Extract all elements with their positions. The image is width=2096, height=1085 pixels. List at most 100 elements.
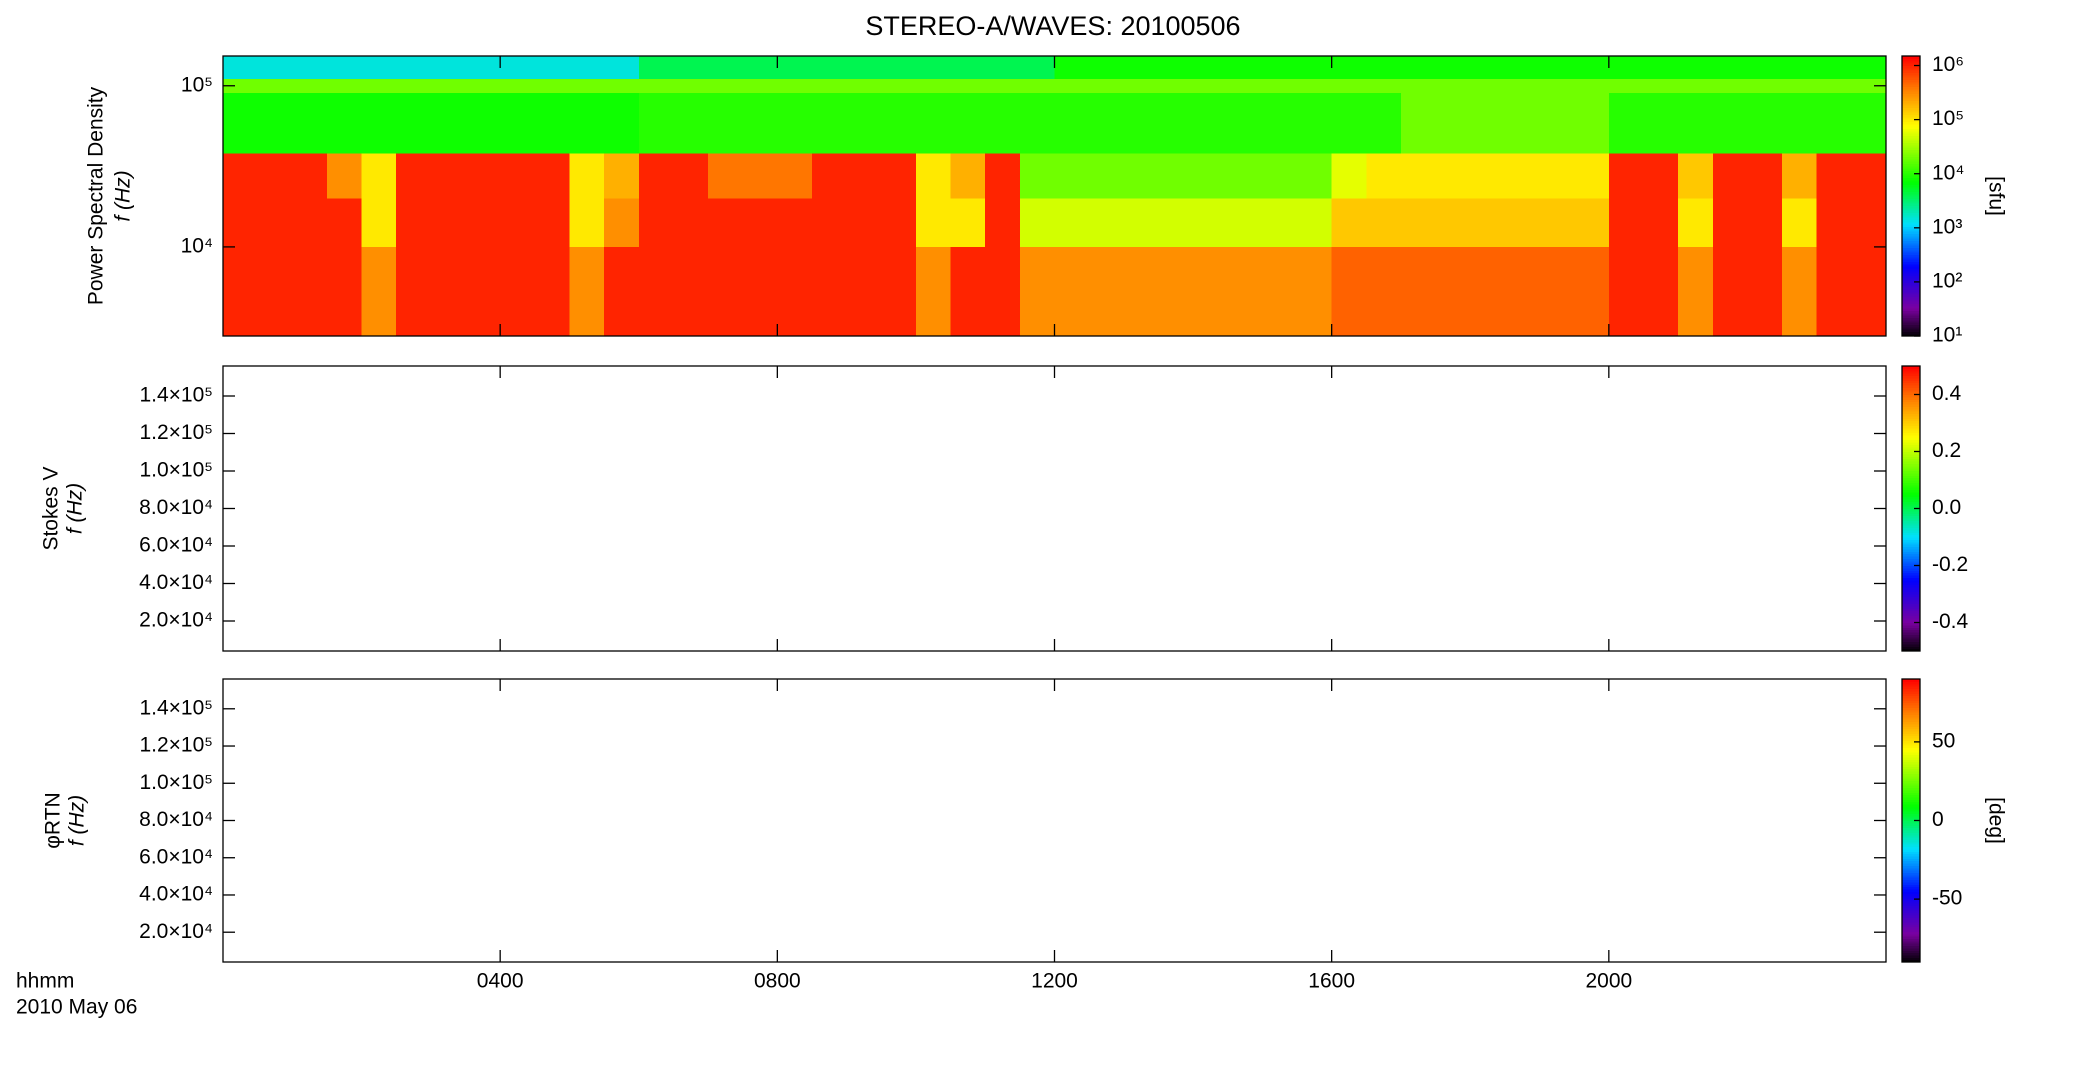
spectrogram-cell: [465, 93, 501, 154]
colorbar-segment: [1902, 100, 1920, 104]
colorbar-segment: [1902, 534, 1920, 538]
spectrogram-cell: [1331, 93, 1367, 154]
spectrogram-cell: [1193, 153, 1229, 199]
spectrogram-cell: [1782, 79, 1818, 94]
colorbar-segment: [1902, 912, 1920, 916]
spectrogram-cell: [985, 246, 1021, 336]
colorbar-segment: [1902, 147, 1920, 150]
colorbar-segment: [1902, 70, 1920, 73]
colorbar-segment: [1902, 548, 1920, 552]
spectrogram-cell: [292, 198, 328, 247]
colorbar-segment: [1902, 458, 1920, 462]
colorbar-segment: [1902, 126, 1920, 129]
spectrogram-cell: [1816, 153, 1852, 199]
colorbar-segment: [1902, 168, 1920, 171]
spectrogram-cell: [326, 56, 363, 80]
spectrogram-cell: [1712, 79, 1749, 94]
colorbar-segment: [1902, 193, 1920, 197]
colorbar-segment: [1902, 74, 1920, 78]
spectrogram-cell: [1504, 79, 1541, 94]
spectrogram-cell: [1089, 56, 1125, 80]
spectrogram-cell: [534, 198, 571, 247]
spectrogram-cell: [1262, 246, 1298, 336]
colorbar-segment: [1902, 175, 1920, 178]
colorbar-segment: [1902, 182, 1920, 185]
spectrogram-cell: [673, 79, 709, 94]
spectrogram-cell: [1297, 56, 1333, 80]
colorbar-segment: [1902, 768, 1920, 772]
spectrogram-cell: [1747, 56, 1783, 80]
colorbar-segment: [1902, 832, 1920, 836]
colorbar-segment: [1902, 950, 1920, 954]
spectrogram-cell: [292, 79, 328, 94]
colorbar-segment: [1902, 775, 1920, 779]
colorbar-segment: [1902, 808, 1920, 812]
colorbar-segment: [1902, 712, 1920, 715]
colorbar-segment: [1902, 884, 1920, 888]
spectrogram-cell: [1782, 198, 1818, 247]
colorbar-segment: [1902, 740, 1920, 744]
spectrogram-cell: [811, 56, 848, 80]
spectrogram-cell: [326, 93, 363, 154]
y-tick-label: 1.2×10⁵: [139, 421, 213, 444]
colorbar-segment: [1902, 719, 1920, 723]
colorbar-segment: [1902, 938, 1920, 942]
colorbar-segment: [1902, 191, 1920, 195]
colorbar-segment: [1902, 116, 1920, 120]
spectrogram-cell: [1019, 246, 1056, 336]
colorbar-segment: [1902, 105, 1920, 108]
colorbar-segment: [1902, 233, 1920, 237]
colorbar-segment: [1902, 957, 1920, 961]
colorbar-segment: [1902, 827, 1920, 831]
colorbar-segment: [1902, 144, 1920, 148]
colorbar-segment: [1902, 442, 1920, 445]
colorbar-segment: [1902, 380, 1920, 384]
spectrogram-cell: [500, 246, 536, 336]
spectrogram-cell: [1712, 93, 1749, 154]
colorbar-segment: [1902, 825, 1920, 829]
colorbar-segment: [1902, 154, 1920, 157]
colorbar-segment: [1902, 806, 1920, 810]
spectrogram-cell: [430, 198, 467, 247]
colorbar-segment: [1902, 551, 1920, 555]
colorbar-segment: [1902, 427, 1920, 431]
colorbar-segment: [1902, 749, 1920, 753]
spectrogram-cell: [1712, 246, 1749, 336]
spectrogram-cell: [881, 79, 917, 94]
spectrogram-cell: [1123, 246, 1160, 336]
colorbar-segment: [1902, 862, 1920, 866]
spectrogram-cell: [1504, 198, 1541, 247]
spectrogram-cell: [1297, 79, 1333, 94]
y-tick-label: 1.4×10⁵: [139, 384, 213, 407]
spectrogram-cell: [742, 246, 778, 336]
colorbar-segment: [1902, 931, 1920, 935]
colorbar-segment: [1902, 582, 1920, 586]
spectrogram-cell: [1435, 153, 1471, 199]
spectrogram-cell: [1193, 79, 1229, 94]
colorbar-segment: [1902, 629, 1920, 633]
colorbar-segment: [1902, 615, 1920, 619]
spectrogram-cell: [396, 93, 432, 154]
colorbar-segment: [1902, 721, 1920, 725]
colorbar-tick-label: 0.0: [1932, 496, 1961, 519]
colorbar-segment: [1902, 556, 1920, 559]
spectrogram-cell: [1816, 79, 1852, 94]
colorbar-segment: [1902, 489, 1920, 493]
colorbar-segment: [1902, 639, 1920, 643]
colorbar-segment: [1902, 179, 1920, 183]
colorbar-segment: [1902, 382, 1920, 386]
panel: 10⁴ 10⁵ Power Spectral Density f (Hz) 10¹ 10²…: [85, 53, 2008, 346]
spectrogram-cell: [1193, 246, 1229, 336]
spectrogram-cell: [1539, 79, 1575, 94]
colorbar-segment: [1902, 210, 1920, 213]
colorbar-segment: [1902, 408, 1920, 412]
x-tick-label: 0800: [754, 970, 801, 993]
colorbar-segment: [1902, 289, 1920, 293]
colorbar-segment: [1902, 596, 1920, 600]
colorbar-segment: [1902, 898, 1920, 902]
colorbar-segment: [1902, 636, 1920, 640]
colorbar-segment: [1902, 518, 1920, 521]
spectrogram-cell: [1331, 153, 1367, 199]
spectrogram-cell: [985, 93, 1021, 154]
